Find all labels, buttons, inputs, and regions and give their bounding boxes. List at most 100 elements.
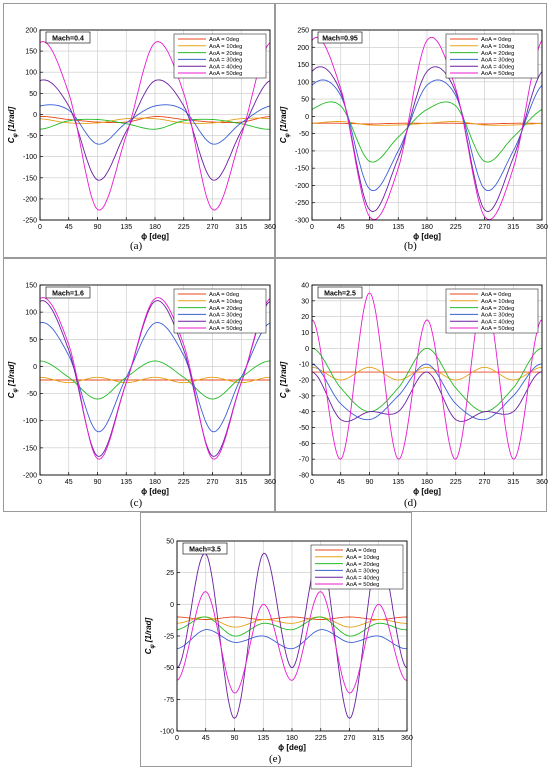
legend-entry-3: AoA = 30deg — [481, 313, 514, 319]
legend-entry-0: AoA = 0deg — [481, 37, 511, 43]
chart-e: 0 45 90 135 180 225 270 315 360 -100 -75 -50 -25 0 25 5… — [144, 539, 413, 753]
panel-c-frame — [3, 258, 275, 512]
series-line-4 — [176, 552, 408, 719]
y-tick-label: 10 — [301, 330, 309, 337]
x-tick-label: 270 — [344, 735, 356, 742]
series-line-2 — [311, 101, 543, 163]
x-tick-label: 0 — [38, 224, 42, 231]
panel-a-frame — [3, 3, 275, 258]
y-tick-label: -100 — [160, 729, 174, 736]
x-tick-label: 225 — [178, 479, 190, 486]
x-tick-label: 45 — [65, 479, 73, 486]
x-tick-label: 315 — [235, 479, 247, 486]
y-tick-label: -40 — [299, 409, 309, 416]
y-tick-label: -250 — [23, 218, 37, 225]
x-tick-label: 135 — [392, 224, 404, 231]
legend-entry-2: AoA = 20deg — [346, 562, 379, 568]
legend-box — [173, 33, 267, 79]
legend-entry-3: AoA = 30deg — [346, 569, 379, 575]
y-axis-label: Cφ[1/rad] — [279, 361, 291, 398]
series-line-5 — [39, 297, 271, 460]
chart-b: 0 45 90 135 180 225 270 315 360 -300 -250 -200 -150 -… — [279, 28, 548, 242]
y-axis-label: Cφ[1/rad] — [279, 106, 291, 143]
y-tick-label: -25 — [164, 634, 174, 641]
legend-entry-4: AoA = 40deg — [481, 319, 514, 325]
x-tick-label: 270 — [207, 479, 219, 486]
y-axis-label: Cφ[1/rad] — [7, 361, 19, 398]
legend-entry-4: AoA = 40deg — [346, 575, 379, 581]
y-tick-label: -75 — [164, 697, 174, 704]
y-tick-label: 0 — [33, 364, 37, 371]
y-tick-label: -60 — [299, 441, 309, 448]
legend-entry-0: AoA = 0deg — [346, 548, 376, 554]
y-tick-label: 200 — [297, 45, 309, 52]
mach-title-box — [317, 286, 363, 299]
y-axis-label: Cφ[1/rad] — [7, 106, 19, 143]
y-tick-label: 0 — [170, 602, 174, 609]
series-line-4 — [39, 79, 271, 181]
mach-title-text: Mach=2.5 — [324, 291, 356, 298]
series-line-5 — [176, 591, 408, 694]
legend-box — [173, 288, 267, 334]
legend-box — [445, 33, 539, 79]
y-tick-label: 50 — [29, 337, 37, 344]
x-tick-label: 360 — [264, 479, 276, 486]
y-tick-label: 150 — [297, 62, 309, 69]
x-tick-label: 45 — [65, 224, 73, 231]
legend-entry-1: AoA = 10deg — [481, 299, 514, 305]
x-axis-label: ϕ [deg] — [413, 487, 441, 496]
x-tick-label: 270 — [207, 224, 219, 231]
legend-entry-3: AoA = 30deg — [209, 313, 242, 319]
x-tick-label: 360 — [536, 479, 548, 486]
series-line-1 — [311, 366, 543, 381]
legend-box — [445, 288, 539, 334]
x-tick-label: 315 — [372, 735, 384, 742]
series-line-3 — [39, 104, 271, 145]
legend-entry-2: AoA = 20deg — [209, 306, 242, 312]
series-line-2 — [39, 118, 271, 130]
caption-e: (e) — [269, 753, 282, 765]
y-tick-label: -200 — [23, 473, 37, 480]
panel-b-frame — [275, 3, 547, 258]
y-tick-label: 100 — [25, 70, 37, 77]
y-tick-label: -10 — [299, 362, 309, 369]
legend-entry-2: AoA = 20deg — [481, 51, 514, 57]
panel-d-frame — [275, 258, 547, 512]
panel-e-frame — [140, 512, 412, 767]
x-tick-label: 90 — [94, 224, 102, 231]
x-tick-label: 0 — [38, 479, 42, 486]
y-tick-label: 20 — [301, 314, 309, 321]
y-tick-label: -20 — [299, 378, 309, 385]
series-line-3 — [311, 79, 543, 192]
mach-title-text: Mach=3.5 — [189, 547, 221, 554]
y-tick-label: -200 — [295, 183, 309, 190]
x-tick-label: 315 — [507, 479, 519, 486]
y-tick-label: 0 — [33, 112, 37, 119]
mach-title-text: Mach=0.4 — [52, 36, 84, 43]
x-tick-label: 45 — [337, 224, 345, 231]
x-tick-label: 360 — [401, 735, 413, 742]
y-tick-label: 100 — [297, 79, 309, 86]
x-tick-label: 45 — [202, 735, 210, 742]
series-line-5 — [39, 41, 271, 211]
y-tick-label: -70 — [299, 457, 309, 464]
legend-entry-5: AoA = 50deg — [209, 71, 242, 77]
chart-d: 0 45 90 135 180 225 270 315 360 -80 -70 -60 -50 -40 -3… — [279, 283, 548, 497]
legend-entry-5: AoA = 50deg — [481, 71, 514, 77]
mach-title-box — [182, 542, 228, 555]
y-tick-label: -50 — [27, 391, 37, 398]
y-tick-label: 200 — [25, 28, 37, 35]
x-tick-label: 225 — [315, 735, 327, 742]
mach-title-text: Mach=1.6 — [52, 291, 84, 298]
legend-entry-1: AoA = 10deg — [209, 44, 242, 50]
x-tick-label: 0 — [310, 479, 314, 486]
legend-entry-4: AoA = 40deg — [209, 319, 242, 325]
y-tick-label: 40 — [301, 283, 309, 290]
legend-entry-1: AoA = 10deg — [209, 299, 242, 305]
legend-entry-3: AoA = 30deg — [481, 58, 514, 64]
y-tick-label: 150 — [25, 283, 37, 290]
x-tick-label: 180 — [149, 224, 161, 231]
y-tick-label: 25 — [166, 570, 174, 577]
x-tick-label: 180 — [421, 479, 433, 486]
x-tick-label: 90 — [94, 479, 102, 486]
